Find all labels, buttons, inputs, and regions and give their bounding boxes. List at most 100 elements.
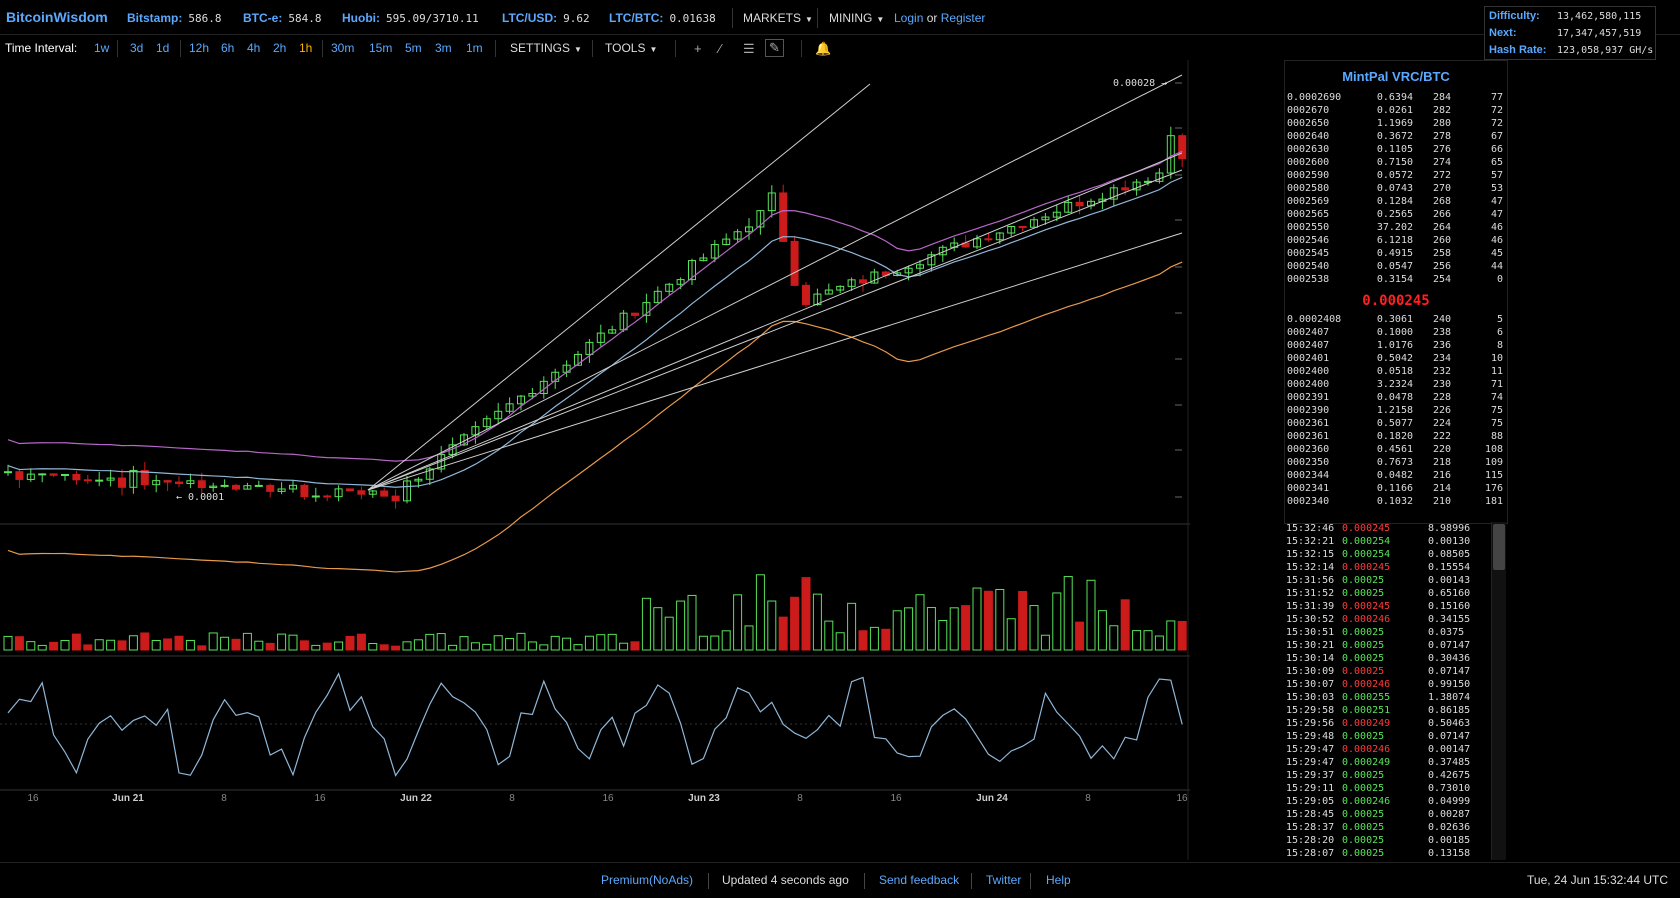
- bids-row[interactable]: 0002400 3.2324 230 71: [1285, 379, 1507, 392]
- candle-body: [642, 302, 651, 316]
- trade-row: 15:29:56 0.000249 0.50463: [1286, 718, 1486, 731]
- help-link[interactable]: Help: [1046, 873, 1071, 887]
- trade-history: 15:32:46 0.000245 8.98996 15:32:21 0.000254 0…: [1284, 522, 1506, 862]
- time-axis-label: 8: [1085, 793, 1091, 804]
- interval-3m[interactable]: 3m: [435, 41, 452, 55]
- login-link[interactable]: Login: [894, 11, 924, 25]
- bids-row[interactable]: 0002407 0.1000 238 6: [1285, 327, 1507, 340]
- interval-2h[interactable]: 2h: [273, 41, 287, 55]
- feedback-link[interactable]: Send feedback: [879, 873, 960, 887]
- bids-row[interactable]: 0.0002408 0.3061 240 5: [1285, 314, 1507, 327]
- scrollbar-thumb[interactable]: [1493, 524, 1505, 570]
- asks-row[interactable]: 0002540 0.0547 256 44: [1285, 261, 1507, 274]
- bids-row[interactable]: 0002360 0.4561 220 108: [1285, 444, 1507, 457]
- asks-row[interactable]: 0002546 6.1218 260 46: [1285, 235, 1507, 248]
- volume-bar: [892, 610, 902, 651]
- ema-line: [7, 176, 1183, 488]
- asks-row[interactable]: 0002640 0.3672 278 67: [1285, 131, 1507, 144]
- volume-bar: [1052, 592, 1062, 651]
- trades-scrollbar[interactable]: [1491, 522, 1506, 860]
- volume-bar: [220, 636, 230, 651]
- bids-row[interactable]: 0002350 0.7673 218 109: [1285, 457, 1507, 470]
- volume-bar: [37, 644, 47, 651]
- volume-bar: [436, 633, 446, 651]
- settings-menu[interactable]: SETTINGS ▼: [510, 41, 582, 55]
- interval-1m[interactable]: 1m: [466, 41, 483, 55]
- ticker-bitstamp[interactable]: Bitstamp: 586.8: [127, 11, 221, 25]
- trade-time: 15:29:11: [1286, 783, 1335, 794]
- interval-4h[interactable]: 4h: [247, 41, 261, 55]
- asks-row[interactable]: 0002650 1.1969 280 72: [1285, 118, 1507, 131]
- bids-row[interactable]: 0002341 0.1166 214 176: [1285, 483, 1507, 496]
- asks-row[interactable]: 0002538 0.3154 254 0: [1285, 274, 1507, 287]
- ticker-ltcbtc[interactable]: LTC/BTC: 0.01638: [609, 11, 716, 25]
- interval-12h[interactable]: 12h: [189, 41, 210, 55]
- mining-menu[interactable]: MINING ▼: [829, 11, 884, 25]
- interval-6h[interactable]: 6h: [221, 41, 235, 55]
- asks-cell: 278: [1432, 131, 1451, 142]
- draw-icon[interactable]: ✎: [765, 39, 784, 57]
- markets-menu[interactable]: MARKETS ▼: [743, 11, 813, 25]
- tools-menu[interactable]: TOOLS ▼: [605, 41, 657, 55]
- volume-bar: [630, 641, 640, 651]
- bids-row[interactable]: 0002401 0.5042 234 10: [1285, 353, 1507, 366]
- bids-row[interactable]: 0002361 0.1820 222 88: [1285, 431, 1507, 444]
- asks-row[interactable]: 0002565 0.2565 266 47: [1285, 209, 1507, 222]
- crosshair-icon[interactable]: +: [694, 41, 702, 56]
- asks-row[interactable]: 0002545 0.4915 258 45: [1285, 248, 1507, 261]
- interval-1d[interactable]: 1d: [156, 41, 170, 55]
- candle-body: [767, 192, 776, 212]
- ticker-ltcusd[interactable]: LTC/USD: 9.62: [502, 11, 590, 25]
- bids-row[interactable]: 0002361 0.5077 224 75: [1285, 418, 1507, 431]
- candle-body: [984, 238, 993, 241]
- price-chart[interactable]: 0.000280.000260.000240.000220.00020.0001…: [0, 60, 1190, 860]
- trade-row: 15:32:21 0.000254 0.00130: [1286, 536, 1486, 549]
- bids-row[interactable]: 0002407 1.0176 236 8: [1285, 340, 1507, 353]
- line-icon[interactable]: ⁄: [719, 41, 722, 56]
- network-stats-box: Difficulty: 13,462,580,115 Next: 17,347,45…: [1484, 6, 1656, 60]
- hlines-icon[interactable]: ☰: [743, 41, 755, 56]
- twitter-link[interactable]: Twitter: [986, 873, 1022, 887]
- bids-row[interactable]: 0002344 0.0482 216 115: [1285, 470, 1507, 483]
- asks-row[interactable]: 0002550 37.202 264 46: [1285, 222, 1507, 235]
- asks-cell: 0.1284: [1376, 196, 1413, 207]
- hashrate-value: 123,058,937 GH/s: [1557, 45, 1654, 56]
- candle-body: [653, 290, 662, 304]
- candle-body: [95, 479, 104, 482]
- trade-price: 0.00025: [1342, 666, 1385, 677]
- asks-row[interactable]: 0002569 0.1284 268 47: [1285, 196, 1507, 209]
- bids-row[interactable]: 0002400 0.0518 232 11: [1285, 366, 1507, 379]
- interval-15m[interactable]: 15m: [369, 41, 393, 55]
- bids-row[interactable]: 0002391 0.0478 228 74: [1285, 392, 1507, 405]
- asks-cell: 66: [1490, 144, 1503, 155]
- bids-row[interactable]: 0002340 0.1032 210 181: [1285, 496, 1507, 509]
- premium-link[interactable]: Premium(NoAds): [601, 873, 694, 887]
- trade-time: 15:32:14: [1286, 562, 1335, 573]
- asks-row[interactable]: 0002630 0.1105 276 66: [1285, 144, 1507, 157]
- volume-bar: [1120, 599, 1130, 651]
- volume-bar: [596, 634, 606, 651]
- interval-5m[interactable]: 5m: [405, 41, 422, 55]
- bids-cell: 222: [1432, 431, 1451, 442]
- register-link[interactable]: Register: [940, 11, 986, 25]
- volume-bar: [584, 635, 594, 651]
- bids-cell: 240: [1432, 314, 1451, 325]
- bell-icon[interactable]: 🔔: [815, 41, 832, 56]
- trade-price: 0.00025: [1342, 848, 1385, 859]
- asks-row[interactable]: 0002670 0.0261 282 72: [1285, 105, 1507, 118]
- asks-row[interactable]: 0002580 0.0743 270 53: [1285, 183, 1507, 196]
- ticker-btce[interactable]: BTC-e: 584.8: [243, 11, 321, 25]
- bids-cell: 0002400: [1287, 366, 1330, 377]
- asks-row[interactable]: 0.0002690 0.6394 284 77: [1285, 92, 1507, 105]
- asks-row[interactable]: 0002590 0.0572 272 57: [1285, 170, 1507, 183]
- interval-1h[interactable]: 1h: [299, 41, 313, 55]
- bids-cell: 214: [1432, 483, 1451, 494]
- bids-row[interactable]: 0002390 1.2158 226 75: [1285, 405, 1507, 418]
- asks-row[interactable]: 0002600 0.7150 274 65: [1285, 157, 1507, 170]
- brand-logo[interactable]: BitcoinWisdom: [6, 9, 108, 25]
- interval-3d[interactable]: 3d: [130, 41, 144, 55]
- interval-30m[interactable]: 30m: [331, 41, 355, 55]
- interval-1w[interactable]: 1w: [94, 41, 110, 55]
- ticker-huobi[interactable]: Huobi: 595.09/3710.11: [342, 11, 479, 25]
- bids-cell: 1.0176: [1376, 340, 1413, 351]
